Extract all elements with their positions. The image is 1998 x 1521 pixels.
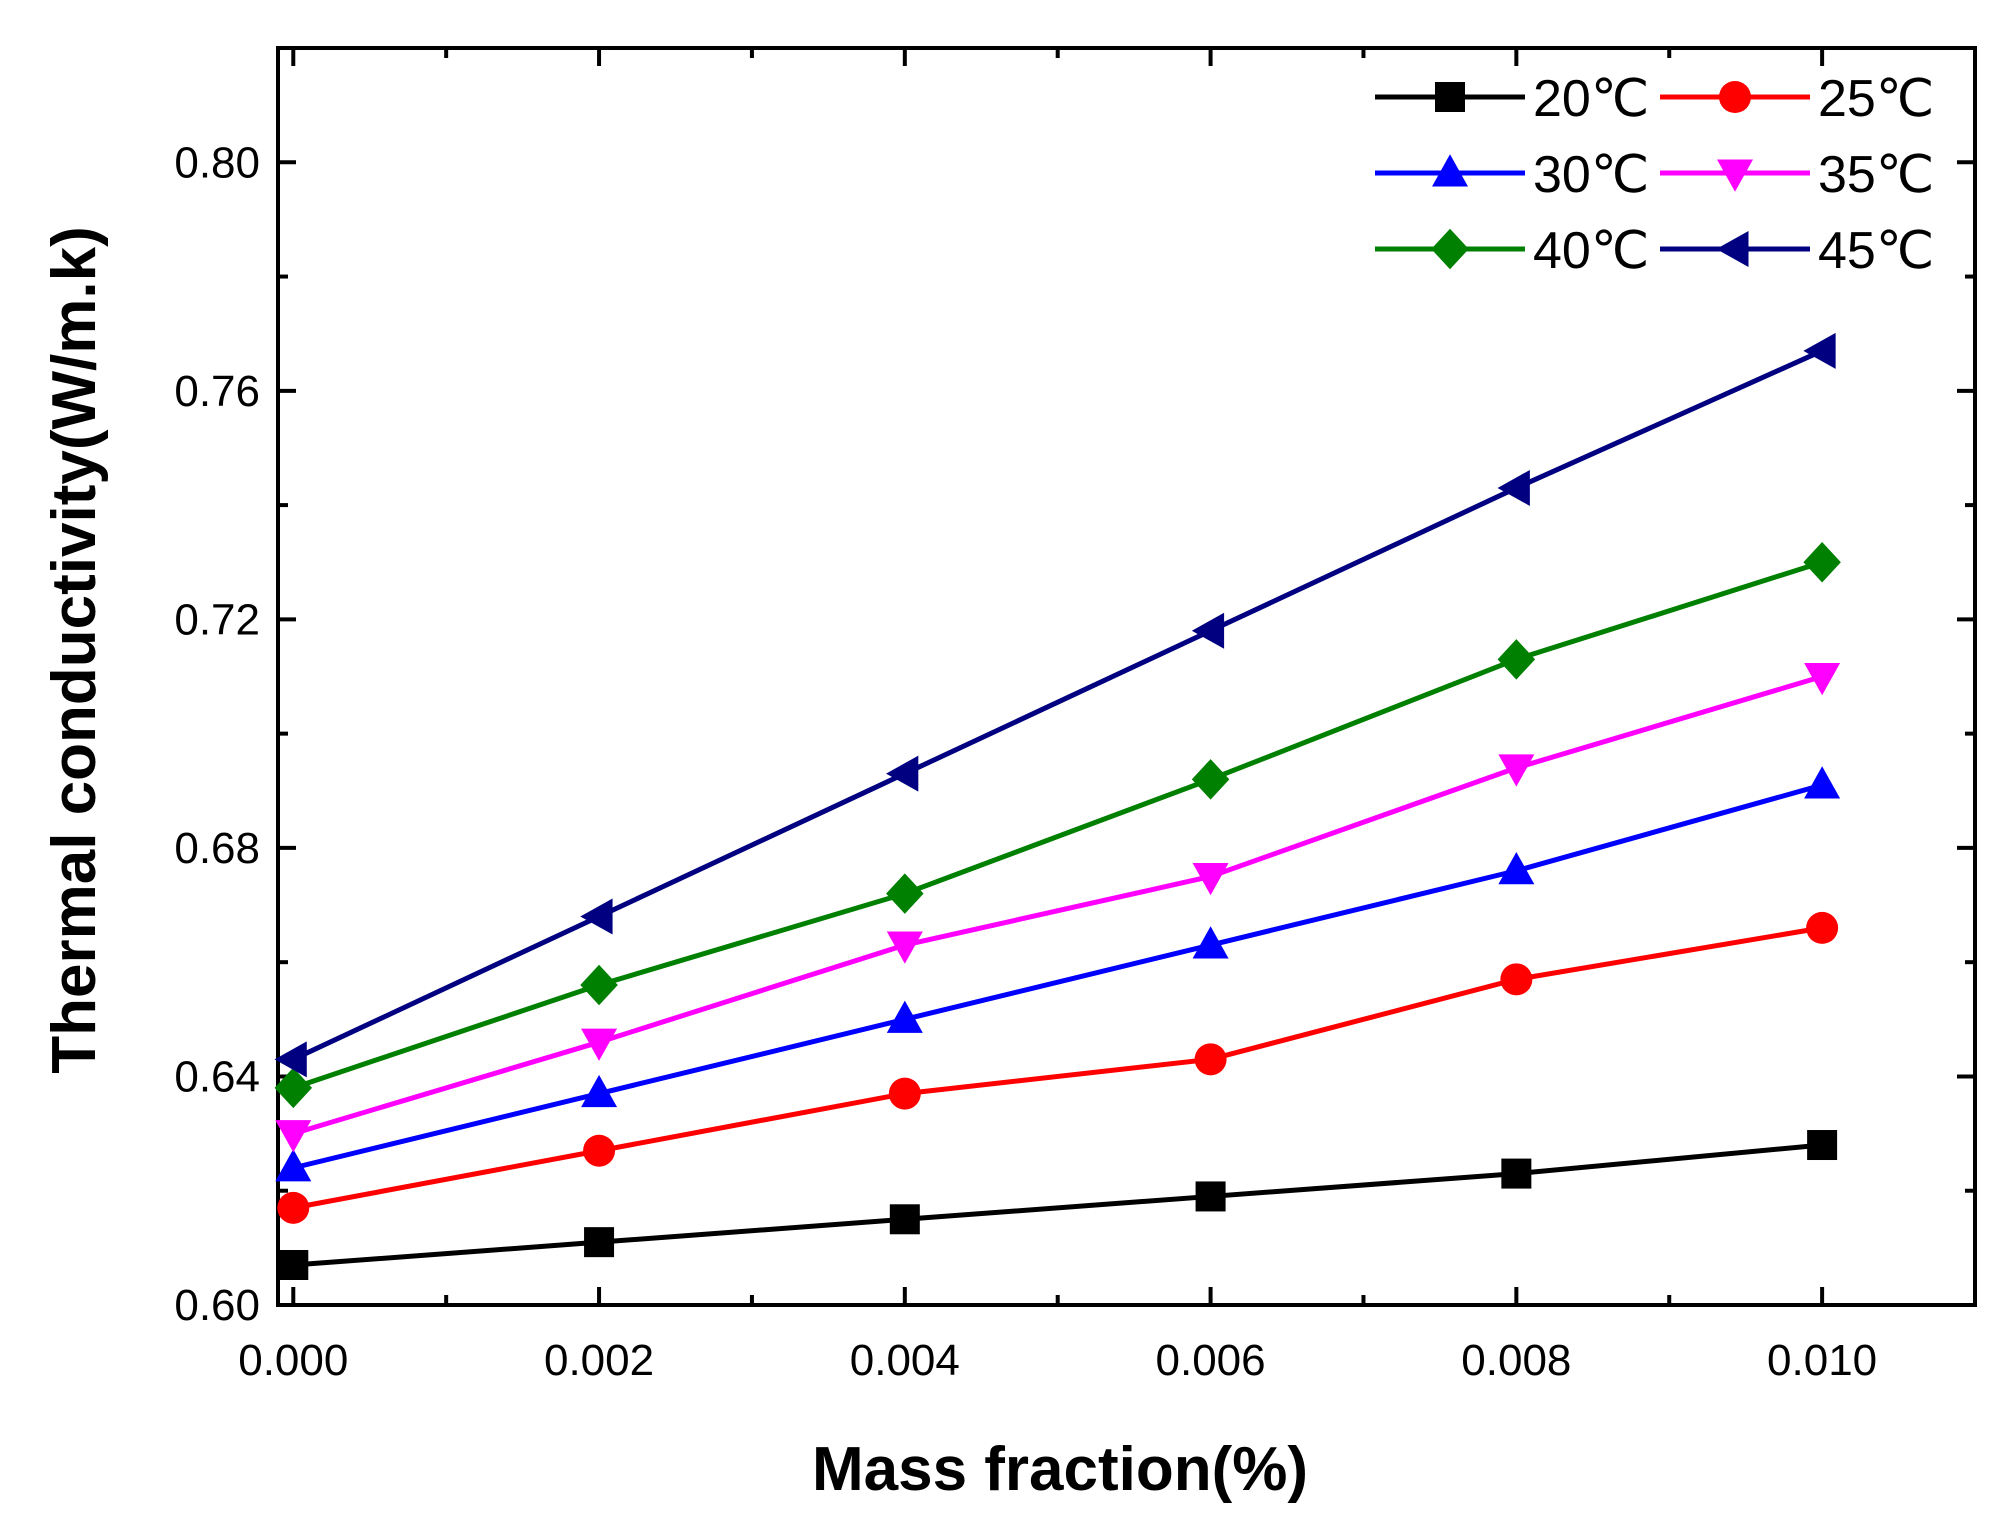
legend-label: 25℃	[1818, 70, 1934, 128]
data-point	[1501, 1158, 1532, 1189]
data-point	[1807, 1130, 1838, 1161]
series-30c	[275, 766, 1841, 1182]
axis-ticks: 0.000 0.002 0.004 0.006 0.008 0.010 0.60 0.64 0.…	[174, 48, 1975, 1385]
data-point	[886, 1000, 923, 1033]
data-point	[1497, 469, 1530, 506]
legend-marker	[1717, 159, 1753, 192]
legend-marker	[1431, 228, 1469, 270]
legend-item: 35℃	[1660, 146, 1934, 204]
y-tick-label: 0.64	[174, 1052, 260, 1101]
legend-marker	[1435, 82, 1465, 112]
legend-item: 30℃	[1375, 146, 1649, 204]
data-point	[1194, 1043, 1227, 1076]
data-point	[278, 1250, 309, 1281]
series-line	[292, 348, 1824, 1062]
x-axis-title: Mass fraction(%)	[812, 1435, 1308, 1504]
legend-marker	[1716, 231, 1749, 267]
data-point	[581, 1028, 618, 1061]
data-point	[1806, 911, 1839, 944]
data-point	[1195, 1181, 1226, 1212]
plot-border	[276, 46, 1977, 1307]
legend-label: 40℃	[1533, 222, 1649, 280]
data-point	[581, 1074, 618, 1108]
data-point	[1803, 541, 1841, 583]
data-point	[277, 1191, 310, 1224]
data-point	[1804, 663, 1841, 696]
legend: 20℃ 25℃ 30℃ 35℃ 40℃ 45℃	[1375, 70, 1934, 280]
series-layer	[274, 332, 1841, 1281]
legend-label: 35℃	[1818, 146, 1934, 204]
legend-item: 40℃	[1375, 222, 1649, 280]
x-tick-label: 0.008	[1461, 1336, 1571, 1385]
legend-label: 45℃	[1818, 222, 1934, 280]
legend-item: 25℃	[1660, 70, 1934, 128]
data-point	[1500, 963, 1533, 996]
data-point	[583, 1134, 616, 1167]
legend-item: 45℃	[1660, 222, 1934, 280]
plot-frame	[276, 46, 1977, 1307]
legend-marker	[1719, 81, 1751, 113]
data-point	[1803, 332, 1836, 369]
data-point	[888, 1077, 921, 1110]
data-point	[580, 964, 618, 1006]
data-point	[274, 1067, 313, 1109]
data-point	[580, 898, 613, 935]
series-35c	[275, 663, 1841, 1153]
x-tick-label: 0.004	[850, 1336, 960, 1385]
data-point	[1192, 926, 1229, 959]
data-point	[1191, 759, 1230, 800]
data-point	[1191, 612, 1225, 649]
data-point	[1497, 639, 1536, 680]
series-20c	[278, 1130, 1838, 1281]
x-tick-label: 0.006	[1156, 1336, 1266, 1385]
data-point	[275, 1120, 312, 1153]
data-point	[274, 1041, 307, 1078]
data-point	[584, 1227, 615, 1258]
y-tick-label: 0.60	[174, 1281, 260, 1330]
y-tick-label: 0.80	[174, 138, 260, 187]
legend-label: 30℃	[1533, 146, 1649, 204]
data-point	[1498, 852, 1535, 885]
series-line	[292, 782, 1823, 1171]
data-point	[1192, 862, 1229, 896]
series-line	[292, 559, 1823, 1091]
data-point	[889, 1204, 920, 1235]
data-point	[275, 1149, 312, 1182]
data-point	[886, 873, 924, 914]
y-tick-label: 0.68	[174, 824, 260, 873]
y-tick-label: 0.72	[174, 595, 260, 644]
series-45c	[274, 332, 1836, 1078]
legend-marker	[1432, 154, 1468, 187]
legend-item: 20℃	[1375, 70, 1649, 128]
series-line	[293, 1142, 1823, 1268]
data-point	[886, 755, 919, 792]
series-25c	[277, 911, 1839, 1224]
series-line	[292, 925, 1823, 1211]
series-40c	[274, 541, 1841, 1109]
y-tick-label: 0.76	[174, 367, 260, 416]
x-tick-label: 0.002	[544, 1336, 654, 1385]
y-axis-title: Thermal conductivity(W/m.k)	[40, 226, 109, 1073]
data-point	[1498, 754, 1535, 787]
legend-label: 20℃	[1533, 70, 1649, 128]
data-point	[1804, 766, 1841, 799]
data-point	[886, 931, 923, 964]
x-tick-label: 0.000	[238, 1336, 348, 1385]
x-tick-label: 0.010	[1767, 1336, 1877, 1385]
series-line	[292, 674, 1823, 1136]
